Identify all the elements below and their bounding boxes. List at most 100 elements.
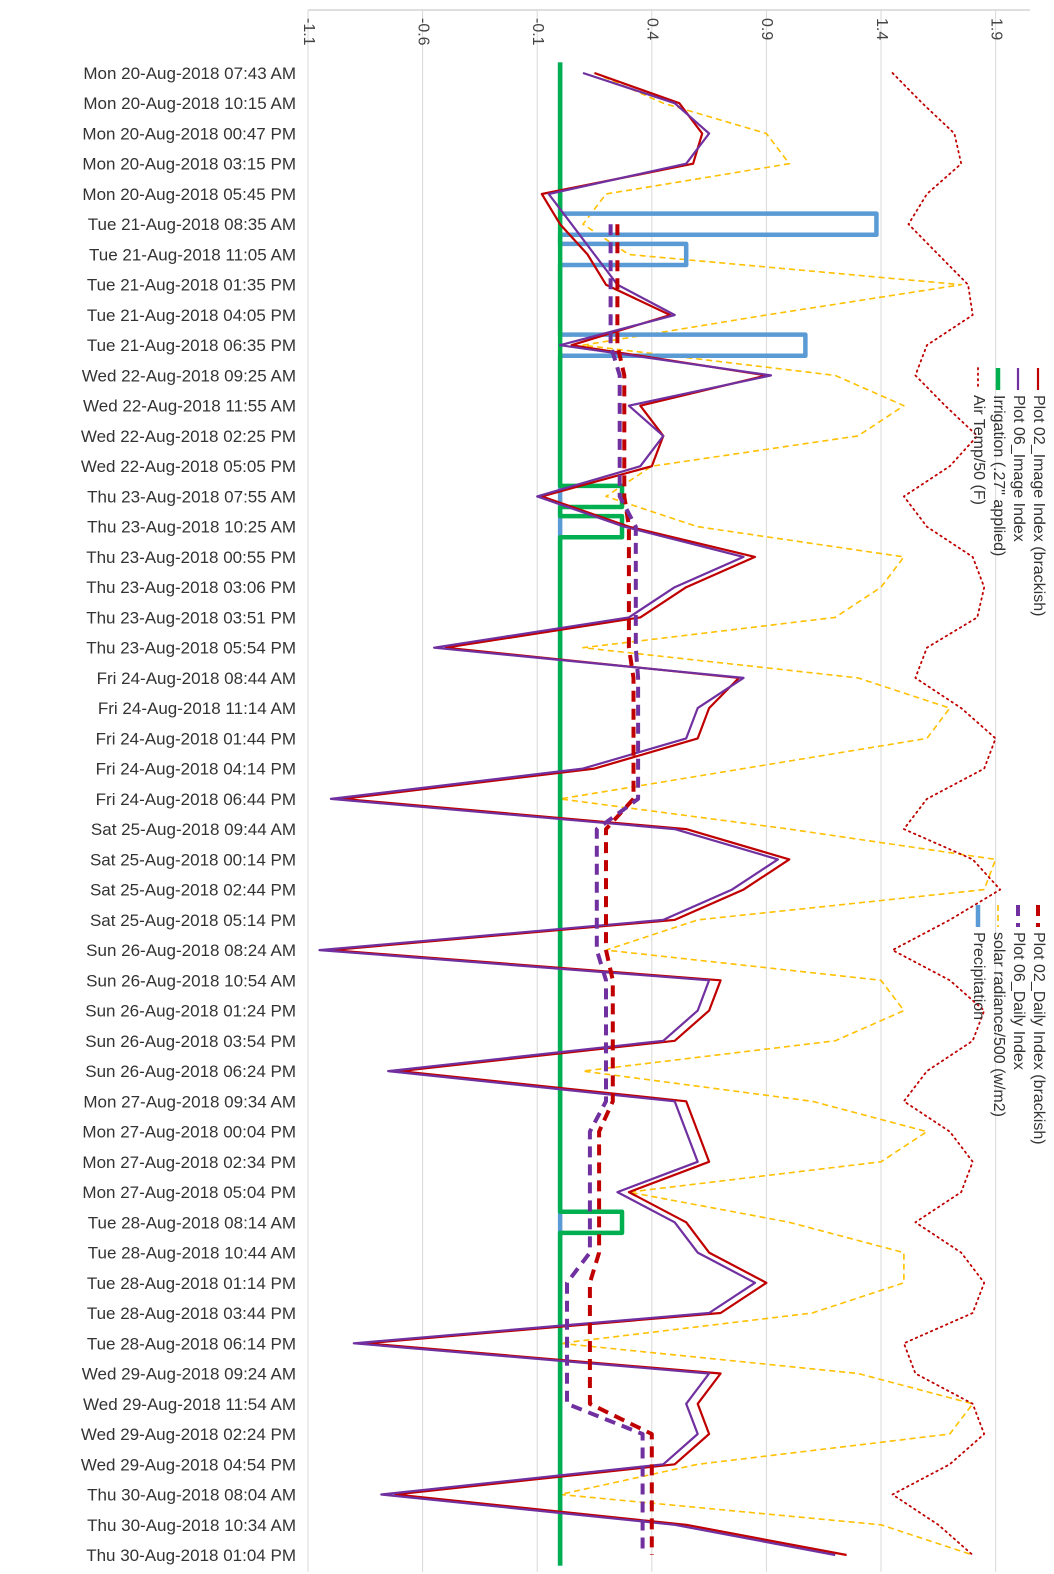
data-point bbox=[387, 1070, 389, 1072]
data-point bbox=[624, 375, 626, 377]
data-point bbox=[624, 526, 626, 528]
data-point bbox=[605, 1070, 607, 1072]
data-point bbox=[610, 254, 612, 256]
data-point bbox=[605, 496, 607, 498]
data-point bbox=[754, 1282, 756, 1284]
data-point bbox=[605, 193, 607, 195]
data-point bbox=[903, 405, 905, 407]
data-point bbox=[617, 284, 619, 286]
data-point bbox=[949, 1433, 951, 1435]
series-line-irr bbox=[557, 62, 625, 1566]
data-point bbox=[903, 1252, 905, 1254]
category-label: Wed 29-Aug-2018 09:24 AM bbox=[82, 1365, 296, 1384]
series-line-sol bbox=[559, 72, 997, 1556]
data-point bbox=[708, 133, 710, 135]
series-irr bbox=[557, 62, 625, 1566]
data-point bbox=[433, 647, 435, 649]
data-point bbox=[834, 1554, 836, 1556]
category-label: Sat 25-Aug-2018 00:14 PM bbox=[90, 850, 296, 869]
data-point bbox=[880, 1161, 882, 1163]
data-point bbox=[685, 738, 687, 740]
data-point bbox=[743, 768, 745, 770]
data-point bbox=[628, 1191, 630, 1193]
data-point bbox=[633, 707, 635, 709]
category-label: Wed 22-Aug-2018 11:55 AM bbox=[83, 397, 296, 416]
series-line-p06 bbox=[318, 71, 836, 1557]
data-point bbox=[811, 1312, 813, 1314]
data-point bbox=[880, 586, 882, 588]
data-point bbox=[319, 949, 321, 951]
value-tick-label: 0.9 bbox=[758, 18, 775, 40]
data-point bbox=[674, 1222, 676, 1224]
data-point bbox=[559, 344, 561, 346]
data-point bbox=[589, 1373, 591, 1375]
category-label: Sun 26-Aug-2018 03:54 PM bbox=[85, 1032, 296, 1051]
category-label: Fri 24-Aug-2018 04:14 PM bbox=[96, 760, 296, 779]
data-point bbox=[720, 1373, 722, 1375]
series-line-p06d bbox=[565, 224, 645, 1555]
series-pre bbox=[557, 62, 879, 1566]
data-point bbox=[976, 617, 978, 619]
data-point bbox=[857, 677, 859, 679]
category-label: Wed 22-Aug-2018 02:25 PM bbox=[81, 427, 296, 446]
category-label: Tue 21-Aug-2018 01:35 PM bbox=[87, 276, 296, 295]
data-point bbox=[903, 1342, 905, 1344]
category-label: Thu 30-Aug-2018 10:34 AM bbox=[87, 1516, 296, 1535]
data-point bbox=[635, 647, 637, 649]
data-point bbox=[903, 556, 905, 558]
data-point bbox=[566, 1312, 568, 1314]
data-point bbox=[685, 1524, 687, 1526]
data-point bbox=[587, 254, 589, 256]
data-point bbox=[582, 223, 584, 225]
category-label: Thu 23-Aug-2018 10:25 AM bbox=[87, 518, 296, 537]
data-point bbox=[662, 919, 664, 921]
data-point bbox=[598, 1131, 600, 1133]
data-point bbox=[999, 889, 1001, 891]
data-point bbox=[589, 1342, 591, 1344]
data-point bbox=[605, 980, 607, 982]
data-point bbox=[938, 254, 940, 256]
data-point bbox=[582, 768, 584, 770]
data-point bbox=[708, 1433, 710, 1435]
category-label: Tue 28-Aug-2018 06:14 PM bbox=[87, 1334, 296, 1353]
data-point bbox=[972, 314, 974, 316]
data-point bbox=[708, 1010, 710, 1012]
value-axis-tick-labels: -1.1 -0.6 -0.1 0.4 0.9 1.4 1.9 bbox=[300, 18, 1005, 46]
legend-label: Precipitation bbox=[970, 932, 987, 1020]
category-label: Wed 29-Aug-2018 04:54 PM bbox=[81, 1455, 296, 1474]
data-point bbox=[960, 1252, 962, 1254]
data-point bbox=[594, 254, 596, 256]
data-point bbox=[662, 1463, 664, 1465]
category-label: Wed 29-Aug-2018 02:24 PM bbox=[81, 1425, 296, 1444]
data-point bbox=[617, 254, 619, 256]
data-point bbox=[777, 859, 779, 861]
data-point bbox=[566, 1373, 568, 1375]
data-point bbox=[834, 375, 836, 377]
data-point bbox=[880, 980, 882, 982]
data-point bbox=[972, 1403, 974, 1405]
data-point bbox=[789, 163, 791, 165]
data-point bbox=[642, 1433, 644, 1435]
data-point bbox=[330, 798, 332, 800]
data-point bbox=[612, 1010, 614, 1012]
data-point bbox=[635, 526, 637, 528]
data-point bbox=[381, 1494, 383, 1496]
data-point bbox=[353, 1342, 355, 1344]
data-point bbox=[637, 798, 639, 800]
category-axis-labels: Mon 20-Aug-2018 07:43 AM Mon 20-Aug-2018 … bbox=[81, 64, 296, 1565]
series-line-pre bbox=[557, 62, 879, 1566]
category-label: Tue 28-Aug-2018 03:44 PM bbox=[87, 1304, 296, 1323]
category-label: Tue 28-Aug-2018 10:44 AM bbox=[88, 1244, 296, 1263]
data-point bbox=[880, 1524, 882, 1526]
data-point bbox=[960, 284, 962, 286]
data-point bbox=[697, 1161, 699, 1163]
data-point bbox=[605, 1040, 607, 1042]
data-point bbox=[605, 1101, 607, 1103]
data-point bbox=[685, 1131, 687, 1133]
data-point bbox=[610, 223, 612, 225]
data-point bbox=[674, 314, 676, 316]
data-point bbox=[651, 1524, 653, 1526]
data-point bbox=[972, 1312, 974, 1314]
category-label: Sun 26-Aug-2018 10:54 AM bbox=[86, 971, 296, 990]
data-point bbox=[701, 133, 703, 135]
